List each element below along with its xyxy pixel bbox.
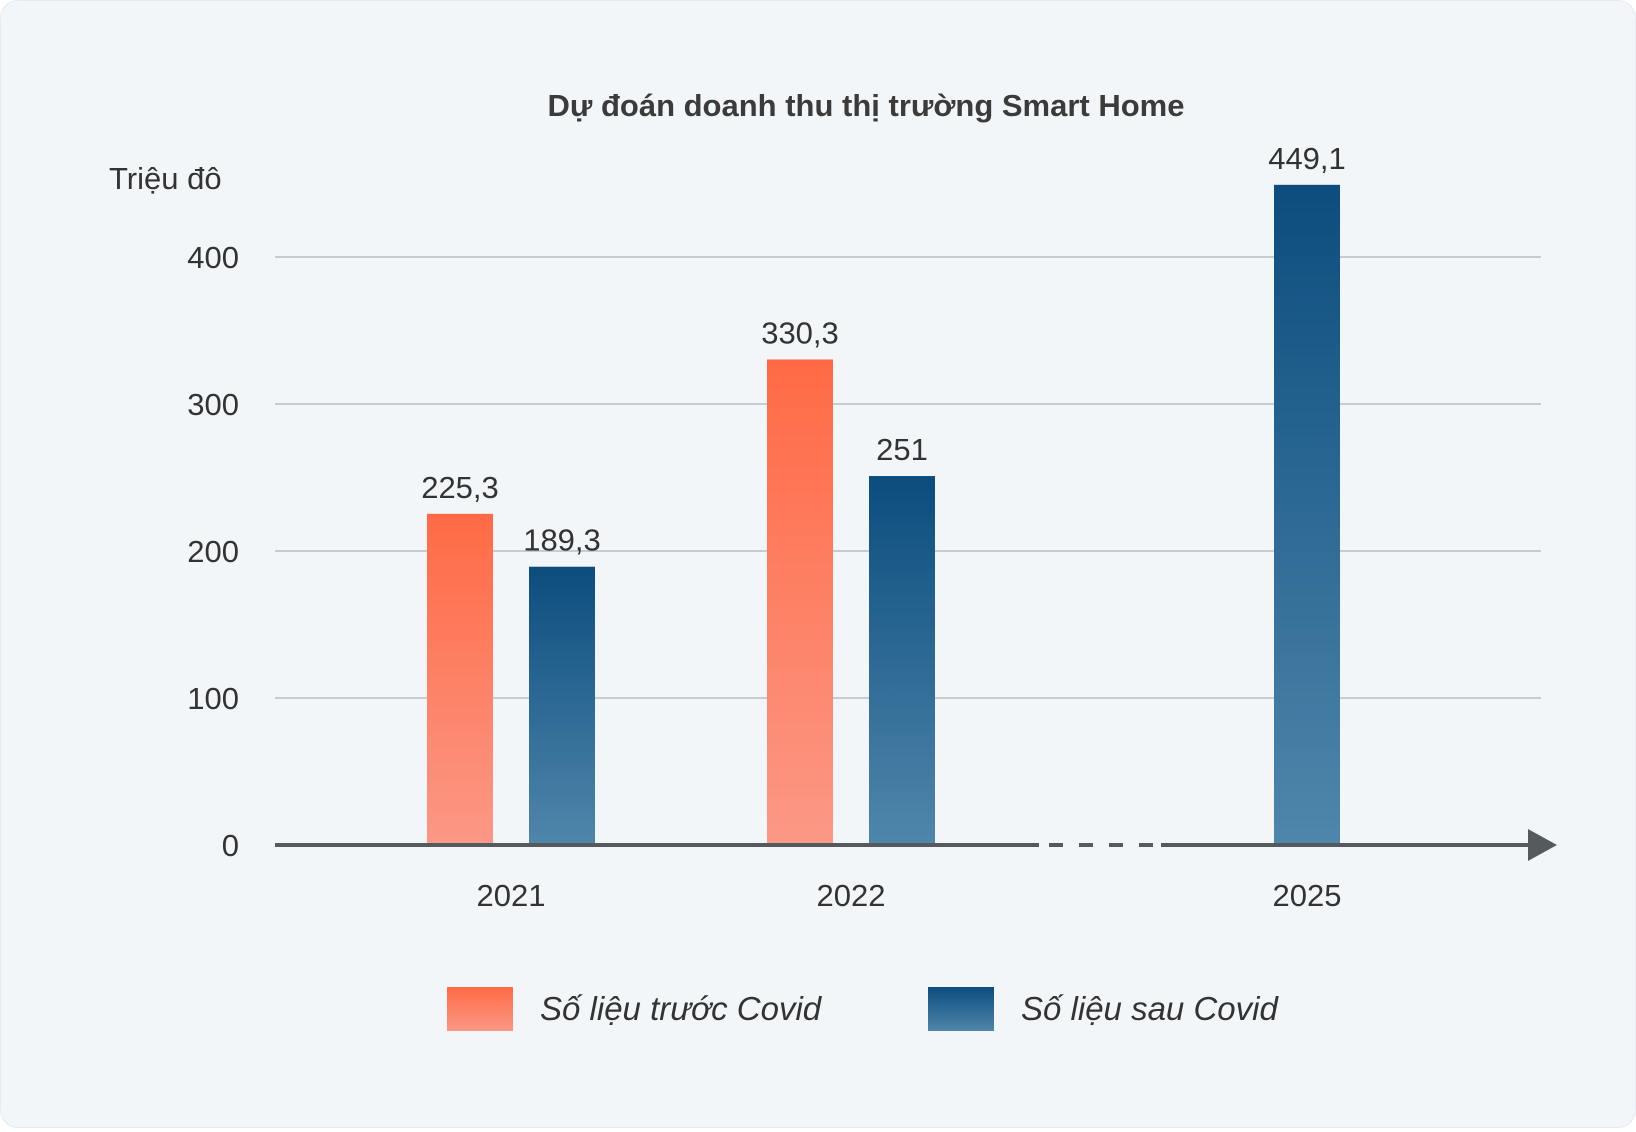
- data-labels: 225,3 189,3 330,3 251 449,1: [421, 141, 1346, 558]
- x-tick-label-2022: 2022: [817, 878, 886, 913]
- bar-post-covid-2025: [1274, 184, 1340, 845]
- legend-label-pre-covid: Số liệu trước Covid: [540, 990, 823, 1027]
- x-axis: [275, 829, 1557, 861]
- bar-post-covid-2022: [869, 476, 935, 845]
- legend: Số liệu trước Covid Số liệu sau Covid: [447, 987, 1279, 1031]
- chart-title: Dự đoán doanh thu thị trường Smart Home: [548, 88, 1185, 123]
- x-tick-label-2025: 2025: [1273, 878, 1342, 913]
- y-axis-unit-label: Triệu đô: [109, 161, 222, 196]
- y-tick-label: 0: [222, 828, 239, 863]
- bars: [427, 184, 1340, 845]
- data-label-post-covid-2022: 251: [876, 432, 928, 467]
- y-tick-label: 200: [187, 534, 239, 569]
- x-axis-ticks: 2021 2022 2025: [477, 878, 1342, 913]
- y-tick-label: 400: [187, 240, 239, 275]
- data-label-post-covid-2025: 449,1: [1268, 141, 1346, 176]
- legend-swatch-pre-covid: [447, 987, 513, 1031]
- legend-label-post-covid: Số liệu sau Covid: [1021, 990, 1279, 1027]
- y-tick-label: 100: [187, 681, 239, 716]
- y-tick-label: 300: [187, 387, 239, 422]
- data-label-pre-covid-2021: 225,3: [421, 470, 499, 505]
- y-axis-ticks: 0 100 200 300 400: [187, 240, 239, 863]
- x-axis-arrowhead: [1528, 829, 1557, 861]
- bar-pre-covid-2022: [767, 359, 833, 845]
- bar-pre-covid-2021: [427, 513, 493, 845]
- bar-post-covid-2021: [529, 566, 595, 845]
- x-tick-label-2021: 2021: [477, 878, 546, 913]
- legend-swatch-post-covid: [928, 987, 994, 1031]
- data-label-post-covid-2021: 189,3: [523, 523, 601, 558]
- legend-item-pre-covid: Số liệu trước Covid: [447, 987, 823, 1031]
- legend-item-post-covid: Số liệu sau Covid: [928, 987, 1279, 1031]
- data-label-pre-covid-2022: 330,3: [761, 315, 839, 350]
